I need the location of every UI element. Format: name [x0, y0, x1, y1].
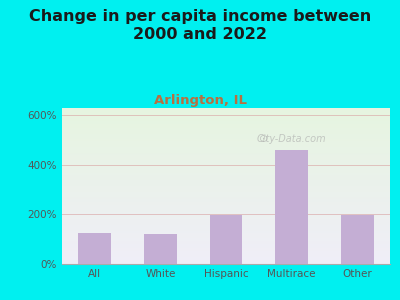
Bar	[341, 215, 374, 264]
Bar	[78, 233, 111, 264]
Bar	[275, 150, 308, 264]
Text: ⊙: ⊙	[259, 134, 268, 144]
Text: Arlington, IL: Arlington, IL	[154, 94, 246, 107]
Bar	[210, 215, 242, 264]
Text: City-Data.com: City-Data.com	[257, 134, 326, 144]
Text: Change in per capita income between
2000 and 2022: Change in per capita income between 2000…	[29, 9, 371, 42]
Bar	[144, 234, 177, 264]
